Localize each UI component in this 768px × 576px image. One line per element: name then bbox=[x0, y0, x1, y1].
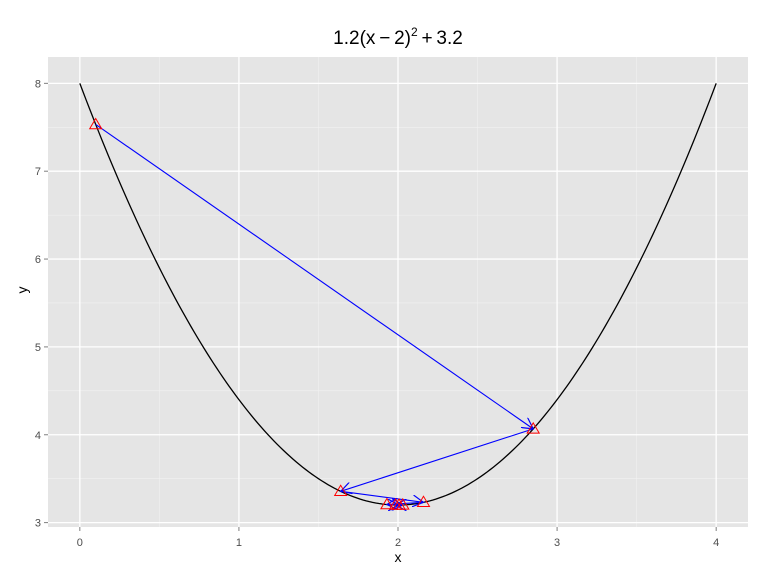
y-axis-title: y bbox=[14, 287, 30, 294]
major-gridlines bbox=[48, 57, 748, 527]
iterate-marker bbox=[333, 484, 348, 496]
iterate-marker bbox=[526, 421, 541, 434]
iteration-arrow bbox=[95, 124, 534, 428]
iterate-marker bbox=[416, 495, 431, 507]
y-tick-label: 7 bbox=[35, 166, 41, 178]
chart-title-exponent: 2 bbox=[411, 25, 418, 39]
y-tick-label: 6 bbox=[35, 254, 41, 266]
y-tick-label: 8 bbox=[35, 78, 41, 90]
iteration-arrows bbox=[95, 124, 534, 505]
chart-title-base: 1.2(x − 2) bbox=[333, 28, 411, 49]
y-tick-label: 3 bbox=[35, 518, 41, 530]
y-tick-label: 5 bbox=[35, 342, 41, 354]
tick-labels: 0 1 2 3 4 3 4 5 6 7 8 bbox=[35, 78, 719, 549]
x-axis-title: x bbox=[395, 549, 402, 565]
iterate-markers bbox=[88, 117, 541, 510]
x-tick-label: 4 bbox=[713, 537, 719, 549]
iterate-marker bbox=[88, 117, 103, 130]
iterate-marker bbox=[392, 498, 406, 510]
iterate-marker bbox=[380, 497, 394, 510]
x-tick-label: 1 bbox=[236, 537, 242, 549]
iteration-arrow bbox=[341, 428, 534, 491]
iteration-arrow bbox=[340, 490, 424, 502]
y-tick-label: 4 bbox=[35, 430, 41, 442]
x-tick-label: 3 bbox=[554, 537, 560, 549]
x-tick-label: 0 bbox=[77, 537, 83, 549]
axis-ticks bbox=[44, 82, 717, 531]
chart-title: 1.2(x − 2)2 + 3.2 bbox=[333, 25, 463, 49]
chart-title-tail: + 3.2 bbox=[418, 28, 463, 49]
x-tick-label: 2 bbox=[395, 537, 401, 549]
